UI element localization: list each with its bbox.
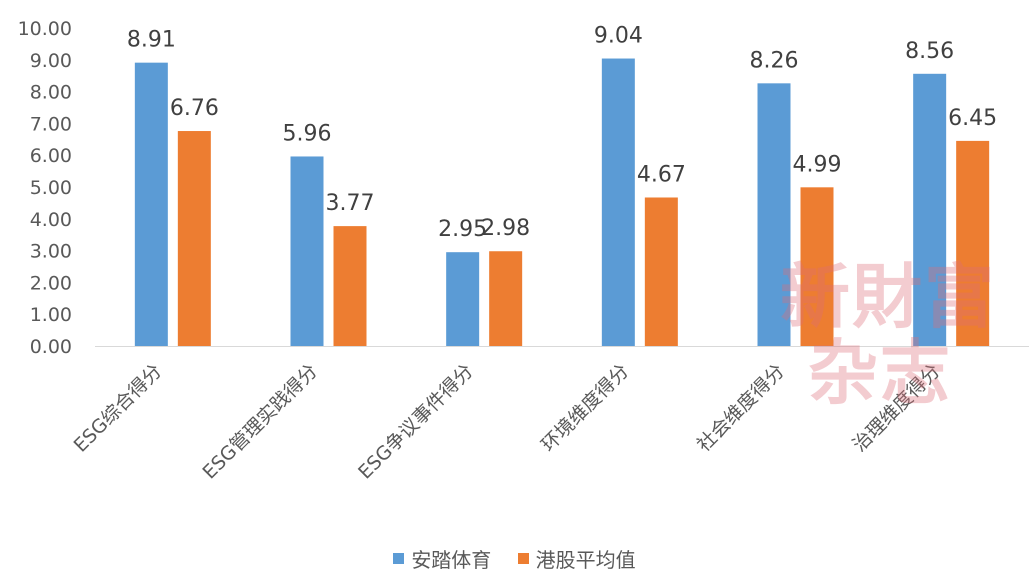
x-category-label-5: 社会维度得分: [693, 360, 789, 456]
data-label-series-1-cat-2: 5.96: [283, 121, 332, 146]
data-label-series-2-cat-4: 4.67: [637, 162, 686, 187]
x-category-label-1: ESG综合得分: [70, 360, 167, 457]
watermark-line-2: 杂志: [808, 331, 952, 414]
legend-label-series-1: 安踏体育: [411, 548, 492, 572]
y-tick-label-10: 10.00: [18, 18, 72, 40]
y-tick-label-8: 8.00: [30, 82, 72, 104]
bar-series-2-cat-2: [333, 226, 367, 346]
data-label-series-1-cat-1: 8.91: [127, 28, 176, 53]
data-labels: 8.91 5.96 2.95 9.04 8.26 8.56 6.76 3.77 2.98 4.67…: [127, 24, 997, 243]
bar-series-1-cat-2: [290, 156, 324, 346]
legend-swatch-series-2: [517, 553, 529, 564]
y-tick-label-6: 6.00: [30, 145, 72, 167]
bar-series-1-cat-5: [757, 83, 791, 346]
legend: 安踏体育 港股平均值: [0, 544, 1029, 573]
y-tick-label-1: 1.00: [30, 304, 72, 326]
x-category-label-3: ESG争议事件得分: [354, 360, 478, 484]
bar-series-2-cat-5: [800, 187, 834, 346]
bars: [134, 58, 990, 347]
bar-series-1-cat-4: [601, 58, 635, 346]
bar-series-2-cat-4: [644, 197, 678, 346]
bar-chart: 0.00 1.00 2.00 3.00 4.00 5.00 6.00 7.00 8.00 9.00…: [18, 18, 1029, 484]
data-label-series-2-cat-2: 3.77: [326, 191, 375, 216]
data-label-series-2-cat-1: 6.76: [170, 96, 219, 121]
y-axis: 0.00 1.00 2.00 3.00 4.00 5.00 6.00 7.00 8.00 9.00…: [18, 18, 72, 358]
data-label-series-1-cat-4: 9.04: [594, 24, 643, 49]
data-label-series-1-cat-3: 2.95: [438, 217, 487, 242]
x-category-label-4: 环境维度得分: [537, 360, 633, 456]
data-label-series-1-cat-5: 8.26: [750, 48, 799, 73]
y-tick-label-0: 0.00: [30, 336, 72, 358]
legend-label-series-2: 港股平均值: [535, 548, 636, 572]
legend-item-series-2: 港股平均值: [517, 544, 636, 573]
data-label-series-2-cat-3: 2.98: [481, 216, 530, 241]
y-tick-label-3: 3.00: [30, 241, 72, 263]
bar-series-1-cat-6: [913, 73, 947, 347]
legend-item-series-1: 安踏体育: [393, 544, 491, 573]
y-tick-label-2: 2.00: [30, 272, 72, 294]
y-tick-label-7: 7.00: [30, 113, 72, 135]
bar-series-2-cat-3: [489, 251, 523, 346]
legend-swatch-series-1: [393, 553, 405, 564]
x-category-label-2: ESG管理实践得分: [198, 360, 322, 484]
y-tick-label-5: 5.00: [30, 177, 72, 199]
data-label-series-2-cat-6: 6.45: [948, 106, 997, 131]
watermark-line-1: 新財富: [780, 255, 996, 338]
bar-series-1-cat-3: [446, 252, 480, 346]
bar-series-1-cat-1: [134, 62, 168, 347]
bar-series-2-cat-1: [177, 131, 211, 346]
data-label-series-2-cat-5: 4.99: [793, 152, 842, 177]
bar-series-2-cat-6: [956, 140, 990, 346]
data-label-series-1-cat-6: 8.56: [905, 39, 954, 64]
y-tick-label-4: 4.00: [30, 209, 72, 231]
y-tick-label-9: 9.00: [30, 50, 72, 72]
